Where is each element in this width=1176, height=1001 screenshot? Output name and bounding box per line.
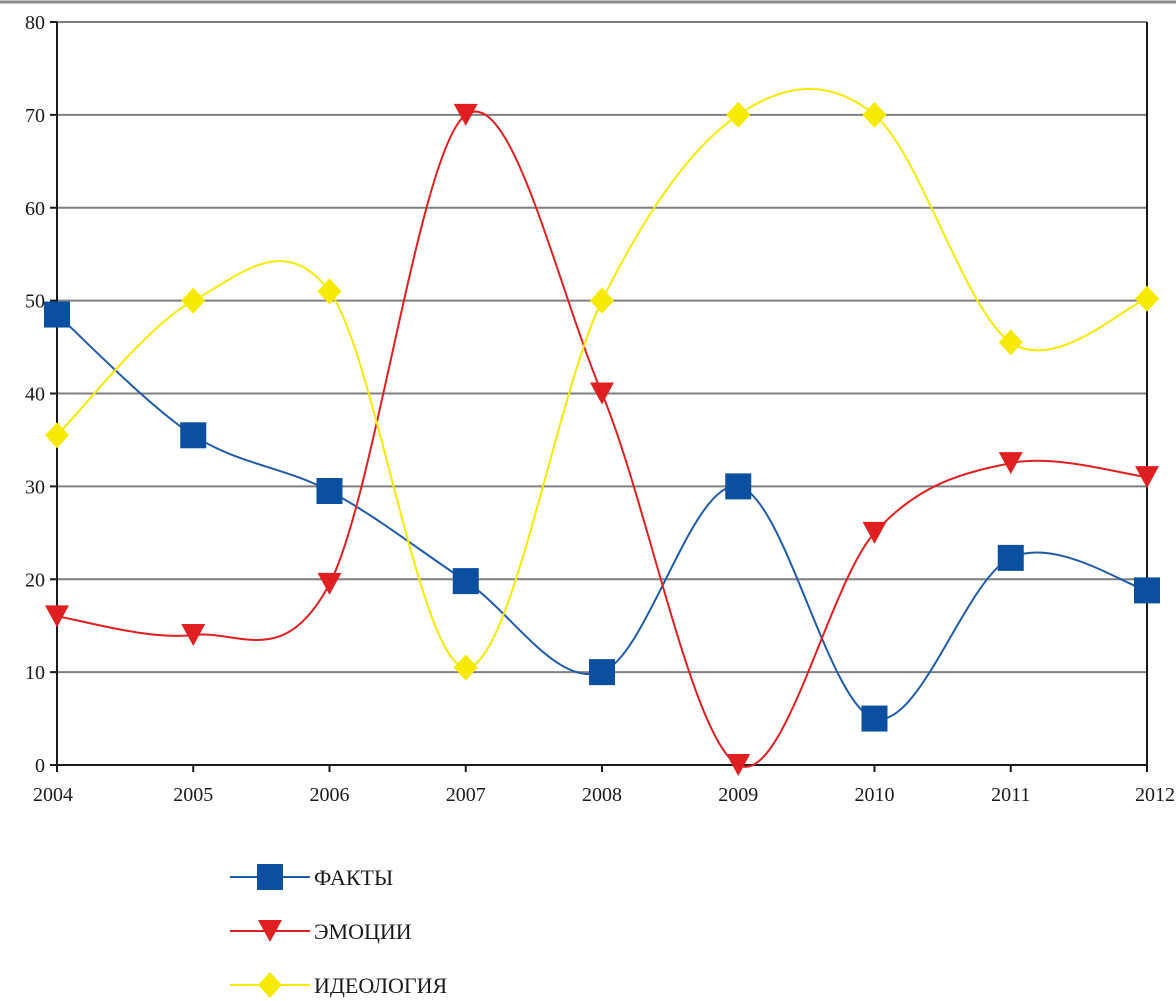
data-point [452,568,479,595]
gridlines [57,21,1147,674]
legend-item: ИДЕОЛОГИЯ [230,972,448,998]
data-point [726,754,751,776]
series [44,87,1160,776]
legend-item: ЭМОЦИИ [230,919,412,944]
x-tick-label: 2008 [582,784,622,806]
data-point [453,654,478,681]
data-point [316,478,343,505]
data-point [453,103,478,126]
data-point [44,301,70,328]
data-point [862,521,887,544]
data-point [1134,577,1160,604]
data-point [317,572,342,595]
data-point [998,452,1023,475]
legend-marker [258,972,282,998]
legend: ФАКТЫ ЭМОЦИИ ИДЕОЛОГИЯ [230,864,448,998]
x-tick-label: 2011 [991,784,1030,806]
data-point [861,705,888,732]
y-tick-label: 60 [25,198,45,220]
data-point [180,422,207,449]
data-point [998,329,1023,356]
data-point [590,382,614,405]
series-1 [44,301,1160,732]
legend-label: ИДЕОЛОГИЯ [314,973,448,998]
data-point [181,287,206,314]
legend-label: ФАКТЫ [314,865,393,890]
data-point [45,422,69,449]
data-point [317,278,342,305]
x-tick-label: 2009 [718,784,758,806]
data-point [181,623,206,646]
data-point [45,605,69,628]
data-point [725,473,752,500]
data-point [997,544,1024,571]
y-tick-label: 40 [25,384,45,406]
data-point [726,101,751,128]
data-point [589,659,615,686]
series-line [56,313,1148,720]
x-tick-label: 2006 [310,784,350,806]
y-tick-label: 0 [35,755,45,777]
x-tick-label: 2010 [855,784,895,806]
y-tick-label: 10 [25,662,45,684]
legend-label: ЭМОЦИИ [314,919,412,944]
legend-item: ФАКТЫ [230,864,393,890]
y-tick-label: 20 [25,569,45,591]
series-line [56,87,1148,669]
y-tick-label: 70 [25,105,45,127]
y-tick-label: 50 [25,291,45,313]
series-2 [45,103,1159,776]
data-point [1135,466,1159,489]
data-point [590,287,614,314]
series-line [56,110,1148,768]
x-tick-label: 2007 [446,784,486,806]
legend-marker [257,864,283,890]
data-point [862,101,887,128]
legend-marker [258,920,282,942]
series-3 [45,87,1159,681]
x-tick-label: 2012 [1135,784,1175,806]
axes: 0 10 20 30 40 50 60 70 80 2004 2005 2006 2007 2008 200… [25,12,1175,806]
y-tick-label: 80 [25,12,45,34]
y-tick-label: 30 [25,476,45,498]
x-tick-label: 2004 [33,784,73,806]
data-point [1135,285,1159,312]
x-tick-label: 2005 [173,784,213,806]
